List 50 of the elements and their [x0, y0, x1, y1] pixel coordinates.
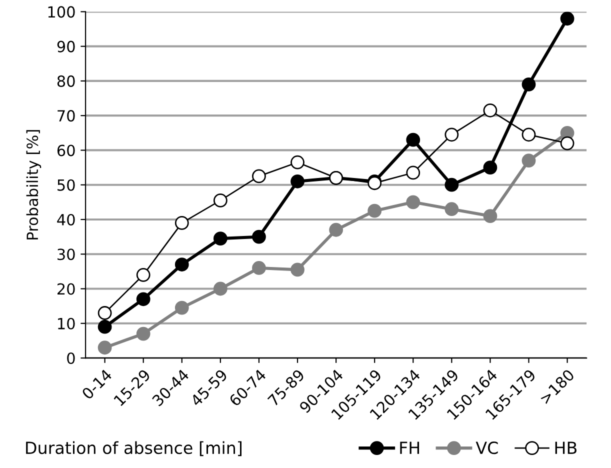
point: [213, 232, 228, 246]
y-tick-label: 0: [67, 352, 75, 364]
y-axis-title: Probability [%]: [26, 130, 42, 240]
point: [406, 166, 420, 180]
point: [213, 282, 228, 296]
point: [174, 300, 189, 315]
point: [290, 174, 304, 188]
y-tick-label: 20: [57, 283, 75, 295]
point: [136, 326, 150, 341]
y-tick-label: 70: [58, 110, 75, 122]
y-tick-label: 60: [57, 144, 75, 156]
point: [522, 128, 536, 142]
point: [406, 195, 420, 210]
y-tick-label: 100: [48, 6, 75, 18]
point: [136, 292, 150, 306]
point: [329, 222, 343, 237]
point: [174, 216, 189, 230]
point: [444, 202, 459, 216]
legend-label: FH: [400, 442, 420, 454]
point: [444, 178, 459, 192]
point: [368, 204, 382, 218]
y-tick-label: 40: [57, 214, 75, 226]
point: [290, 155, 304, 170]
y-tick-label: 90: [57, 40, 75, 52]
x-axis-title: Duration of absence [min]: [26, 441, 242, 456]
point: [290, 262, 304, 277]
y-tick-label: 50: [58, 179, 75, 191]
point: [483, 209, 498, 223]
point: [483, 160, 498, 174]
point: [174, 258, 189, 272]
legend-label: HB: [555, 442, 576, 454]
point: [252, 169, 266, 184]
y-tick-label: 80: [57, 75, 75, 87]
point: [98, 306, 112, 320]
point: [98, 320, 112, 334]
y-tick-label: 10: [58, 318, 75, 330]
point: [560, 136, 574, 150]
point: [522, 77, 536, 92]
point: [252, 261, 266, 275]
point: [98, 340, 112, 355]
point: [252, 230, 266, 244]
point: [213, 194, 228, 208]
point: [522, 154, 536, 168]
point: [483, 103, 498, 118]
point: [444, 128, 459, 142]
point: [136, 268, 150, 282]
legend-label: VC: [476, 442, 498, 454]
point: [560, 12, 574, 26]
y-tick-label: 30: [58, 248, 75, 260]
point: [406, 132, 420, 147]
